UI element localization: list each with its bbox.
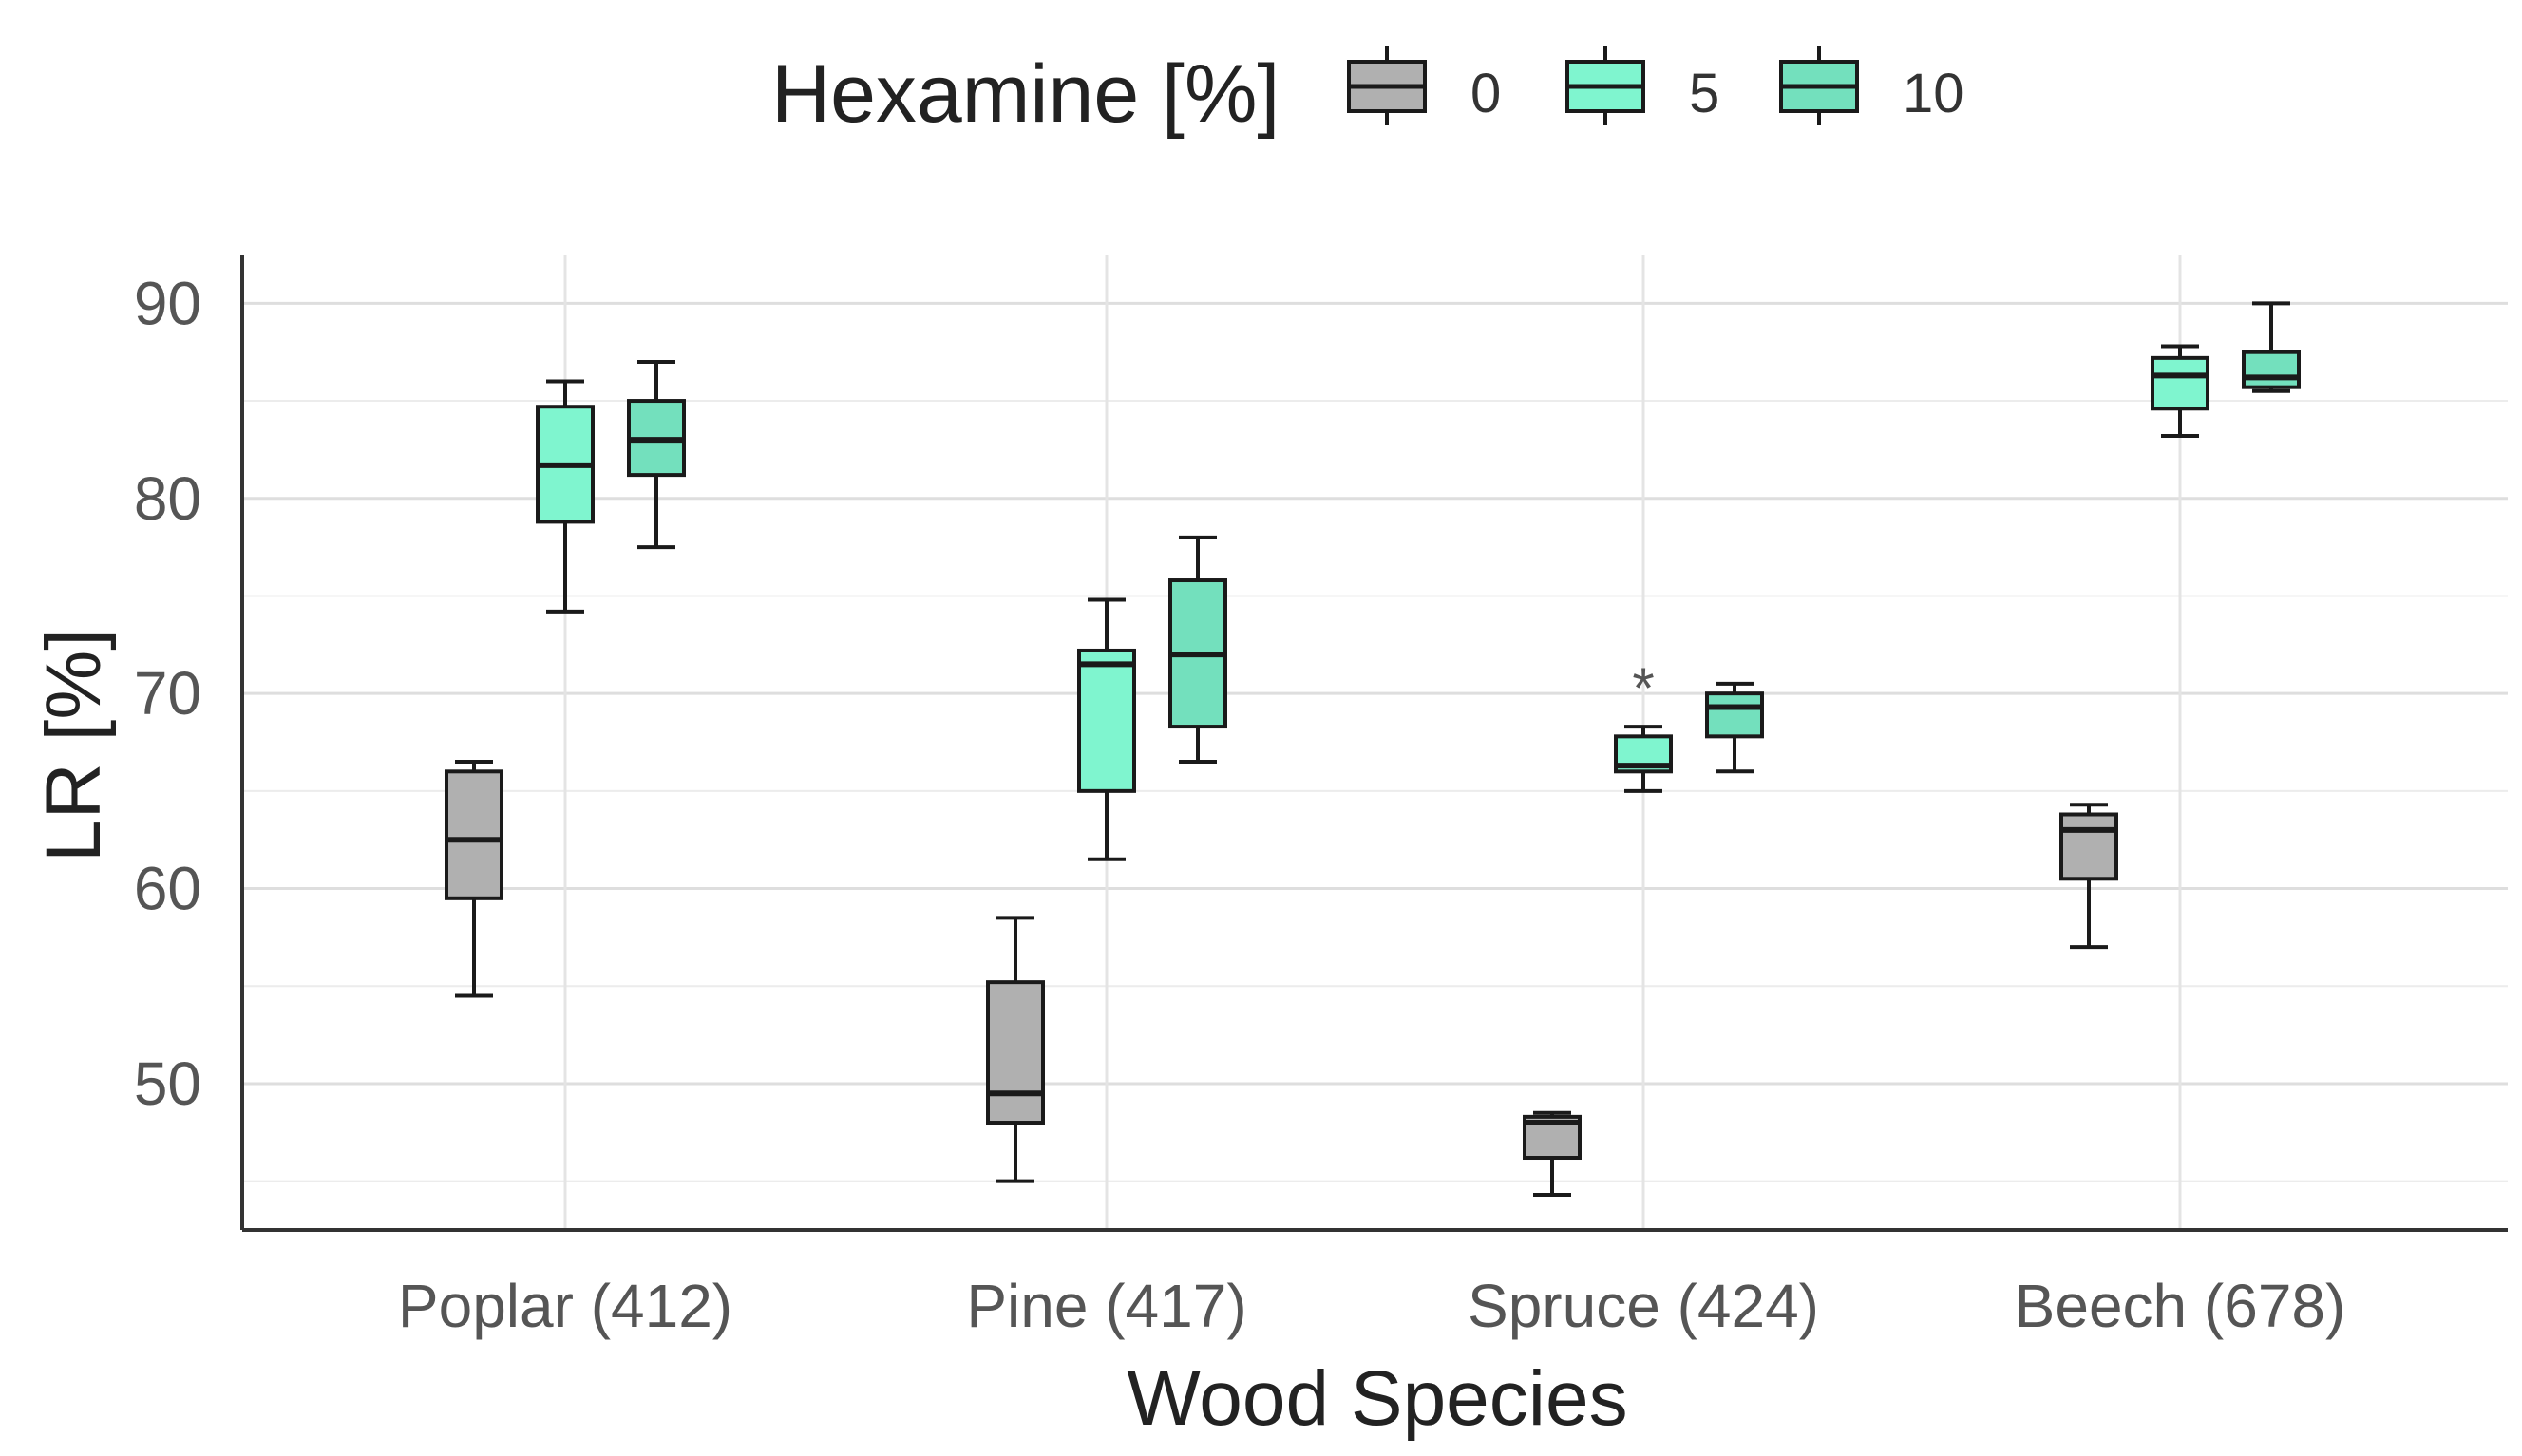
annotations: * xyxy=(1632,656,1654,720)
y-axis-title: LR [%] xyxy=(30,629,117,862)
x-tick-label: Poplar (412) xyxy=(398,1272,732,1340)
box-0-3 xyxy=(2061,804,2116,947)
legend-key-5: 5 xyxy=(1567,46,1719,125)
box-5-1 xyxy=(1079,600,1134,860)
y-tick-label: 80 xyxy=(134,464,201,533)
box-5-0 xyxy=(538,382,593,612)
box-10-3 xyxy=(2244,303,2299,390)
box-10-0 xyxy=(629,362,684,547)
box-iqr xyxy=(988,982,1043,1123)
box-5-3 xyxy=(2152,347,2208,436)
y-tick-label: 50 xyxy=(134,1049,201,1118)
box-10-2 xyxy=(1707,684,1762,771)
legend-key-10: 10 xyxy=(1781,46,1964,125)
legend-key-0: 0 xyxy=(1349,46,1501,125)
x-tick-label: Pine (417) xyxy=(966,1272,1246,1340)
box-5-2 xyxy=(1616,727,1671,791)
legend: Hexamine [%] 0 5 10 xyxy=(771,46,1964,140)
box-iqr xyxy=(446,771,502,898)
y-tick-label: 60 xyxy=(134,855,201,923)
box-iqr xyxy=(2061,814,2116,879)
box-0-2 xyxy=(1525,1113,1580,1195)
legend-label: 10 xyxy=(1903,63,1964,124)
box-0-0 xyxy=(446,762,502,995)
legend-label: 5 xyxy=(1689,63,1719,124)
box-0-1 xyxy=(988,917,1043,1181)
x-axis-title: Wood Species xyxy=(1127,1355,1627,1442)
y-tick-label: 70 xyxy=(134,659,201,728)
y-tick-label: 90 xyxy=(134,269,201,337)
significance-marker: * xyxy=(1632,656,1654,720)
x-tick-label: Beech (678) xyxy=(2015,1272,2346,1340)
box-10-1 xyxy=(1170,538,1225,762)
box-iqr xyxy=(1079,651,1134,791)
legend-label: 0 xyxy=(1470,63,1501,124)
box-iqr xyxy=(1707,693,1762,736)
box-iqr xyxy=(2244,352,2299,388)
box-iqr xyxy=(2152,358,2208,408)
boxplot-chart: Hexamine [%] 0 5 10 50 60 70 80 90 Poplar (412)… xyxy=(0,0,2522,1456)
x-tick-label: Spruce (424) xyxy=(1468,1272,1819,1340)
legend-title: Hexamine [%] xyxy=(771,48,1280,140)
boxes xyxy=(446,303,2299,1195)
